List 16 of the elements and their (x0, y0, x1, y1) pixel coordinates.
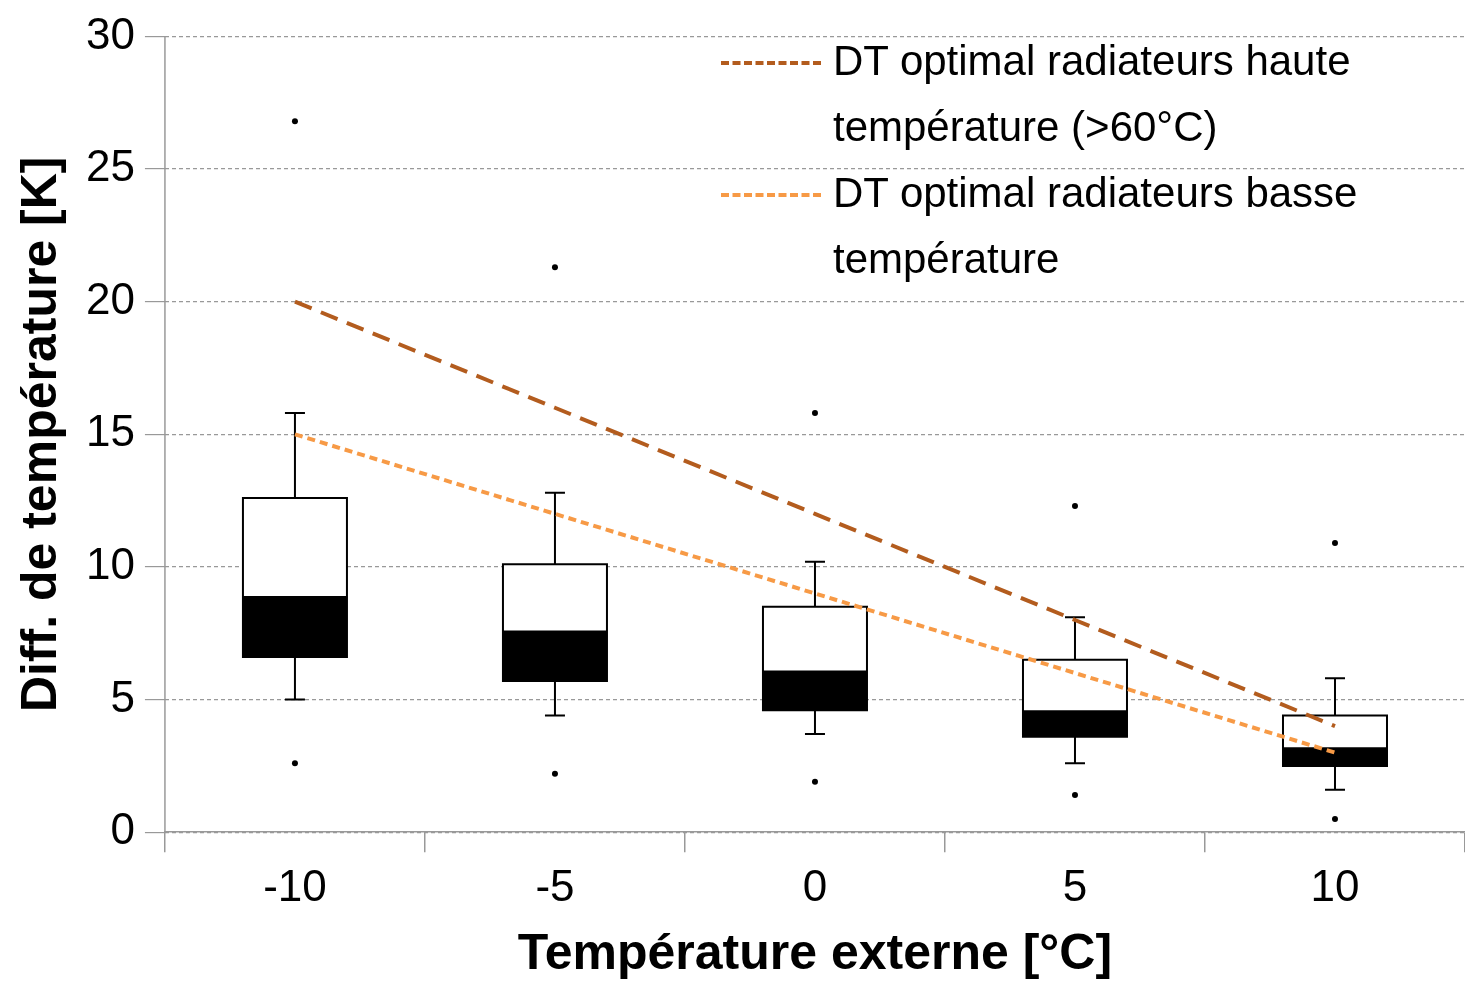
y-tick-label: 25 (85, 141, 135, 191)
y-tick-label: 30 (85, 8, 135, 58)
x-tick-label: 5 (1062, 860, 1088, 910)
legend-label: DT optimal radiateurs basse température (833, 168, 1359, 284)
y-tick-label: 0 (110, 804, 135, 854)
y-tick-label: 15 (85, 406, 135, 456)
legend-label: DT optimal radiateurs haute température (>60°C) (833, 36, 1352, 152)
x-tick-label: 0 (802, 860, 828, 910)
x-tick-label: -5 (535, 860, 575, 910)
y-tick-label: 20 (85, 273, 135, 323)
x-axis-title: Température externe [°C] (517, 923, 1113, 980)
y-axis-title: Diff. de température [K] (10, 156, 67, 713)
x-tick-label: -10 (263, 860, 327, 910)
y-tick-label: 5 (110, 671, 135, 721)
x-tick-label: 10 (1310, 860, 1360, 910)
y-tick-label: 10 (85, 539, 135, 589)
